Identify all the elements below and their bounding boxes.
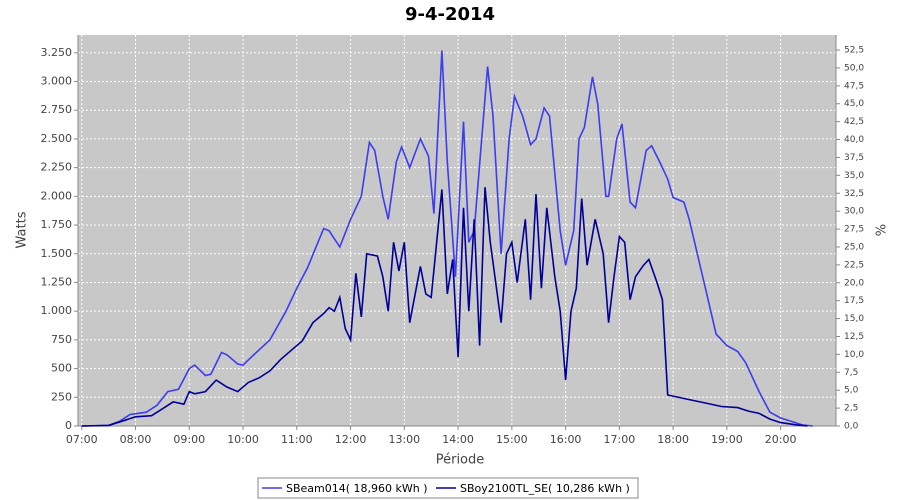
y-tick-label: 3.000 (41, 75, 73, 88)
y-tick-label: 250 (51, 390, 72, 403)
x-tick-label: 13:00 (388, 433, 420, 446)
y2-tick-label: 12,5 (844, 332, 864, 342)
chart-title: 9-4-2014 (405, 4, 495, 25)
y2-tick-label: 22,5 (844, 260, 864, 270)
y2-tick-label: 50,0 (844, 63, 864, 73)
y2-tick-label: 37,5 (844, 153, 864, 163)
y2-tick-label: 2,5 (844, 404, 858, 414)
x-tick-label: 10:00 (227, 433, 259, 446)
y2-tick-label: 20,0 (844, 278, 864, 288)
legend-label: SBoy2100TL_SE( 10,286 kWh ) (460, 482, 630, 495)
y2-axis-label: % (875, 224, 890, 236)
y2-tick-label: 25,0 (844, 242, 864, 252)
x-tick-label: 14:00 (442, 433, 474, 446)
series-line (81, 187, 808, 427)
y2-tick-label: 10,0 (844, 350, 864, 360)
x-tick-label: 18:00 (657, 433, 689, 446)
y-tick-label: 1.250 (41, 275, 73, 288)
y2-tick-label: 7,5 (844, 368, 858, 378)
y2-tick-label: 17,5 (844, 296, 864, 306)
y-tick-label: 0 (65, 419, 72, 432)
x-tick-label: 11:00 (281, 433, 313, 446)
x-tick-label: 16:00 (550, 433, 582, 446)
x-tick-label: 09:00 (173, 433, 205, 446)
y-tick-label: 2.000 (41, 189, 73, 202)
y2-tick-label: 15,0 (844, 314, 864, 324)
x-axis-label: Période (436, 453, 485, 468)
y2-tick-label: 45,0 (844, 99, 864, 109)
x-tick-label: 08:00 (120, 433, 152, 446)
x-tick-label: 15:00 (496, 433, 528, 446)
y-tick-label: 1.500 (41, 247, 73, 260)
y-tick-label: 1.750 (41, 218, 73, 231)
y2-tick-label: 42,5 (844, 117, 864, 127)
y-tick-label: 2.500 (41, 132, 73, 145)
y-tick-label: 2.750 (41, 103, 73, 116)
y2-tick-label: 40,0 (844, 135, 864, 145)
y2-tick-label: 27,5 (844, 225, 864, 235)
y-tick-label: 750 (51, 333, 72, 346)
y2-tick-label: 47,5 (844, 81, 864, 91)
x-tick-label: 07:00 (66, 433, 98, 446)
y-tick-label: 3.250 (41, 46, 73, 59)
x-tick-label: 12:00 (335, 433, 367, 446)
y2-tick-label: 35,0 (844, 171, 864, 181)
x-tick-label: 20:00 (765, 433, 797, 446)
y2-tick-label: 32,5 (844, 189, 864, 199)
y-tick-label: 2.250 (41, 161, 73, 174)
y2-tick-label: 5,0 (844, 386, 859, 396)
x-tick-label: 17:00 (604, 433, 636, 446)
plot-area (78, 35, 836, 426)
y2-tick-label: 0,0 (844, 422, 859, 432)
y2-tick-label: 30,0 (844, 207, 864, 217)
y-tick-label: 1.000 (41, 304, 73, 317)
y-axis-label: Watts (15, 211, 30, 248)
y-tick-label: 500 (51, 362, 72, 375)
y2-tick-label: 52,5 (844, 46, 864, 56)
legend-label: SBeam014( 18,960 kWh ) (286, 482, 428, 495)
x-tick-label: 19:00 (711, 433, 743, 446)
